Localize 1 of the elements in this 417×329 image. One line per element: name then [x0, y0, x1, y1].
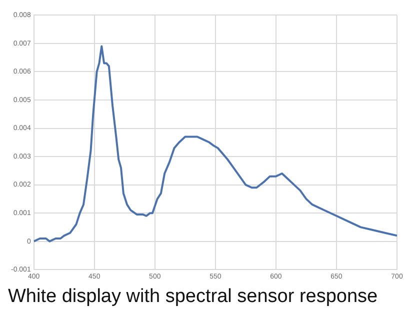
- text: White display with spectral sensor response: [8, 286, 379, 308]
